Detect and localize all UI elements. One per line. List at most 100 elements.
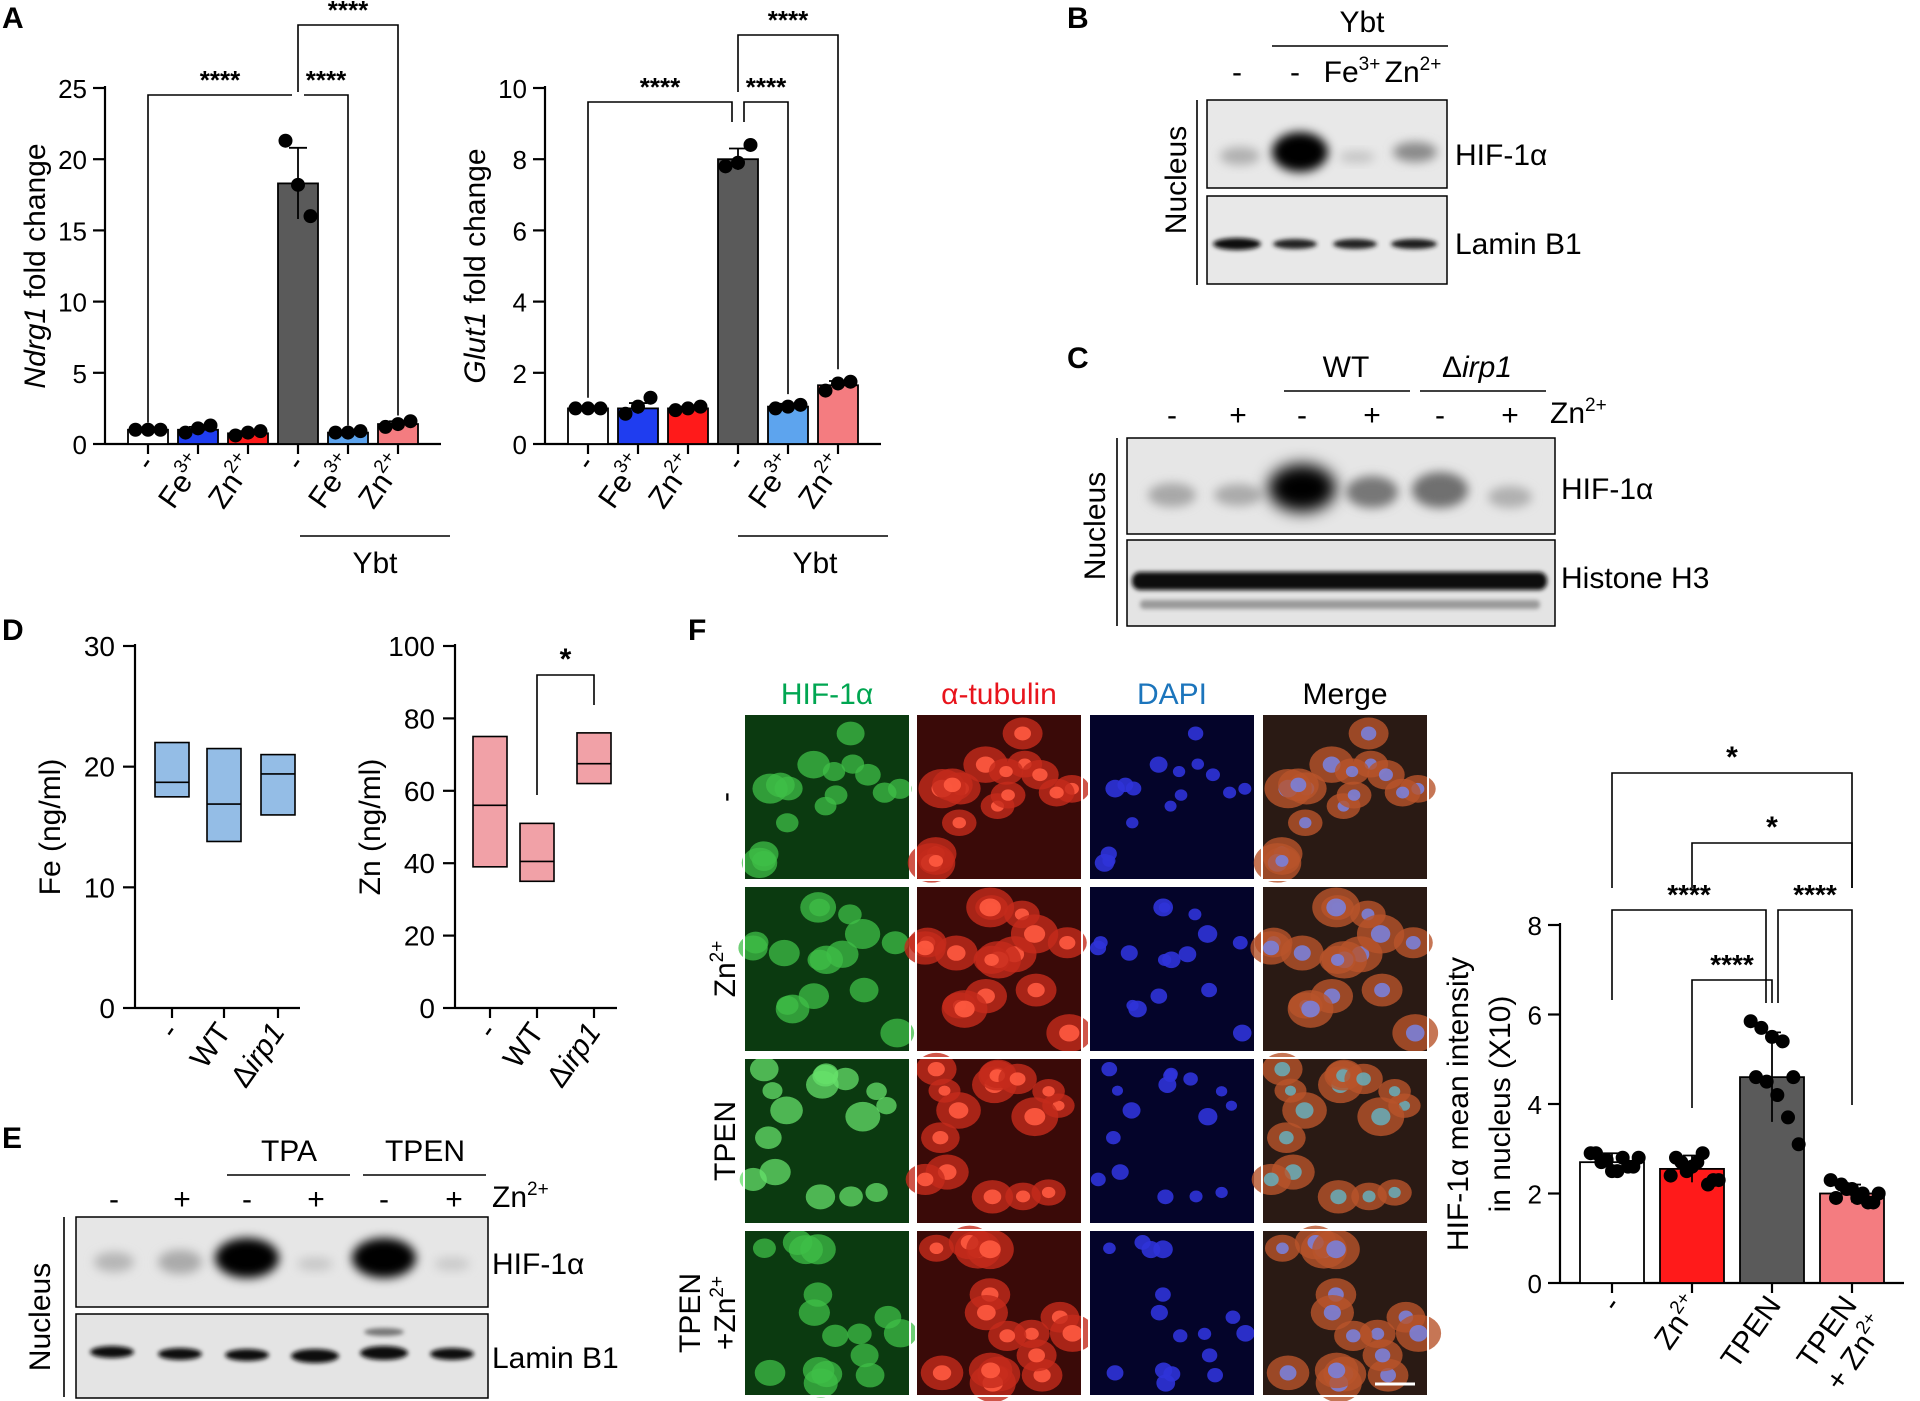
x-tick-label: - — [1595, 1290, 1628, 1317]
significance-bracket — [297, 24, 399, 416]
cell-nucleus — [1154, 1362, 1173, 1379]
significance-bracket — [304, 94, 349, 426]
y-axis-label: Zn (ng/ml) — [354, 759, 387, 896]
cell-nucleus — [812, 1064, 839, 1087]
cell-nucleus — [1263, 1172, 1279, 1187]
x-tick-label-base: - — [279, 449, 312, 476]
cell-nucleus — [822, 1324, 849, 1348]
y-tick-label: 8 — [1528, 911, 1542, 941]
data-point — [191, 421, 205, 436]
data-point — [1610, 1164, 1625, 1179]
cell-nucleus — [1223, 786, 1237, 799]
cell-highlight — [984, 953, 999, 966]
significance-bracket — [536, 674, 595, 795]
cell-nucleus — [881, 931, 909, 955]
data-point — [141, 422, 155, 437]
micrograph-tile — [741, 713, 912, 881]
significance-label: * — [1726, 741, 1738, 774]
y-tick-label: 5 — [73, 359, 87, 389]
cell-nucleus — [1157, 953, 1172, 966]
x-tick-label-base: Fe — [742, 467, 789, 515]
data-point — [693, 399, 708, 414]
band — [94, 1252, 134, 1272]
cell-highlight — [999, 1329, 1016, 1343]
row-label-sup: 2+ — [707, 1276, 728, 1298]
lane-label: + — [445, 1183, 463, 1216]
column-label: HIF-1α — [781, 678, 873, 711]
cell-nucleus — [739, 1167, 767, 1192]
significance-label: **** — [640, 72, 681, 102]
panel-label-f: F — [688, 614, 706, 647]
data-point — [1829, 1190, 1843, 1205]
x-tick-label-base: - — [719, 449, 752, 476]
band — [1346, 476, 1398, 508]
band-label-hif-c: HIF-1α — [1561, 473, 1653, 506]
cell-highlight — [1041, 1186, 1056, 1199]
x-tick-label-base: Zn — [202, 467, 249, 515]
micrograph-border — [1088, 1229, 1256, 1397]
data-point — [1690, 1155, 1705, 1170]
band — [297, 1257, 333, 1271]
micrograph-border — [915, 885, 1083, 1053]
x-tick-label: TPEN — [1715, 1290, 1788, 1374]
box — [576, 732, 612, 785]
lane-labels-c: - + - + - + — [1167, 399, 1519, 432]
significance-bracket — [737, 34, 839, 370]
data-point — [178, 425, 193, 440]
data-point — [1679, 1164, 1694, 1179]
row-label: Zn2+ — [707, 941, 742, 998]
cell-nucleus — [1188, 908, 1202, 921]
cell-highlight — [1024, 1107, 1046, 1126]
lane-label: - — [1290, 56, 1300, 89]
micrograph-tile — [907, 713, 1090, 883]
cell-nucleus — [752, 1238, 776, 1259]
significance-label: **** — [328, 0, 369, 25]
band — [291, 1349, 339, 1363]
micrograph-background — [1089, 886, 1255, 1052]
band — [90, 1346, 134, 1358]
data-point — [668, 403, 683, 418]
box — [472, 735, 508, 868]
cell-nucleus — [1189, 1190, 1203, 1203]
cell-nucleus — [1101, 1062, 1118, 1077]
cell-highlight — [1059, 1024, 1080, 1042]
box — [519, 822, 555, 883]
band — [1132, 572, 1547, 590]
cell-nucleus — [1153, 898, 1174, 917]
cell-nucleus — [1327, 1362, 1346, 1379]
cell-nucleus — [1284, 1085, 1297, 1096]
panel-e: TPA TPEN - + - + - + Zn2+ Nucleus HIF-1α Lami — [24, 1135, 619, 1399]
cell-nucleus — [1207, 1368, 1223, 1383]
cell-highlight — [952, 817, 967, 829]
data-point — [743, 137, 758, 152]
band — [1339, 151, 1375, 163]
cell-nucleus — [1326, 898, 1347, 917]
band-label-lamin-e: Lamin B1 — [492, 1342, 619, 1375]
lane-label-base: Zn — [1385, 56, 1420, 89]
data-point — [1775, 1034, 1790, 1049]
data-point — [581, 401, 595, 416]
cell-nucleus — [752, 850, 776, 872]
bar — [1579, 1161, 1645, 1284]
bar — [717, 158, 759, 445]
cell-nucleus — [749, 1056, 779, 1082]
x-tick-label: Zn2+ — [350, 447, 412, 514]
micrograph-border — [1261, 1229, 1429, 1397]
cell-nucleus — [1215, 1086, 1228, 1097]
y-axis-label-text: fold change — [459, 148, 492, 311]
significance-bracket — [1611, 909, 1767, 1003]
cell-nucleus — [1380, 1368, 1396, 1383]
y-tick-label: 10 — [498, 74, 527, 104]
cell-nucleus — [738, 935, 768, 961]
y-tick-label: 20 — [404, 921, 435, 952]
cell-nucleus — [1187, 726, 1204, 741]
cell-nucleus — [1232, 935, 1248, 950]
lane-label: + — [1229, 399, 1247, 432]
cell-nucleus — [880, 1018, 915, 1048]
x-tick-label: Fe3+ — [150, 447, 212, 514]
lane-label-base: - — [1290, 56, 1300, 89]
cell-highlight — [1028, 1348, 1046, 1363]
band — [225, 1349, 269, 1361]
